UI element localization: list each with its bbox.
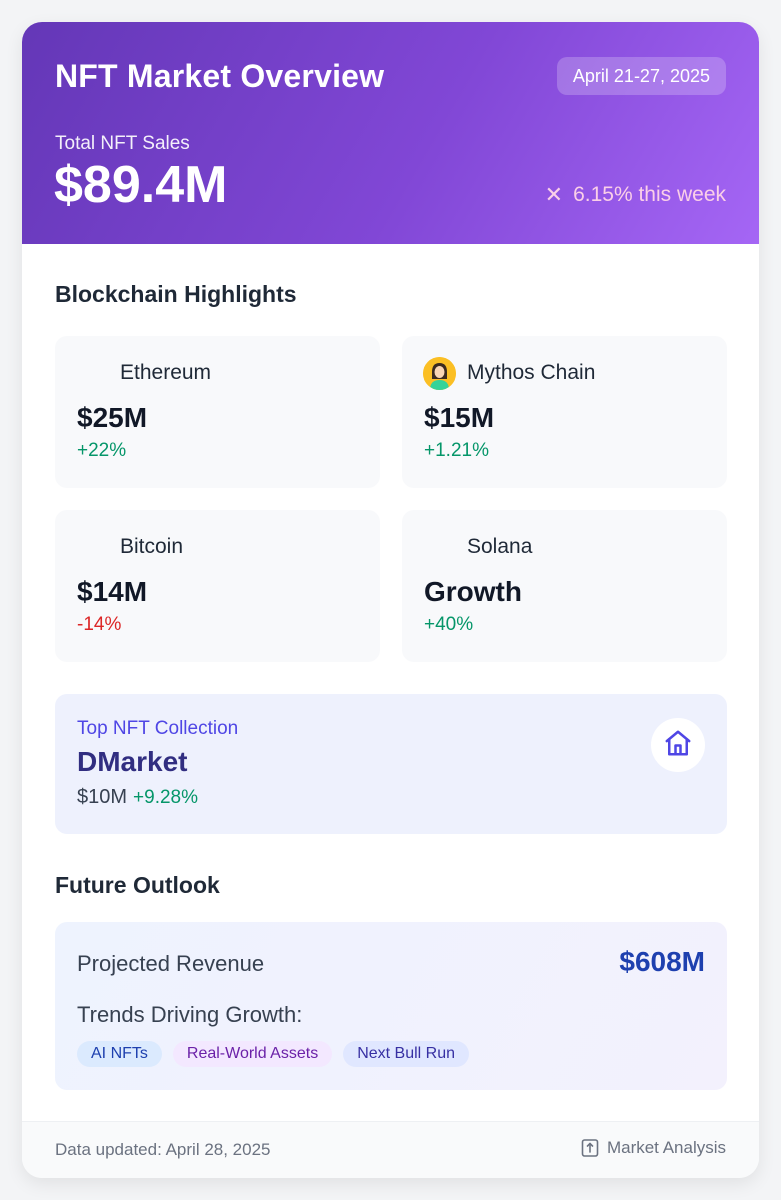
trend-tag-ai-nfts[interactable]: AI NFTs — [77, 1041, 162, 1067]
weekly-change: ✕ 6.15% this week — [545, 182, 726, 208]
trend-tags: AI NFTs Real-World Assets Next Bull Run — [77, 1041, 470, 1067]
chain-card-ethereum[interactable]: Ethereum $25M +22% — [55, 336, 380, 488]
chain-change: +1.21% — [424, 440, 489, 461]
market-analysis-link[interactable]: Market Analysis — [580, 1138, 726, 1158]
chain-value: $15M — [424, 402, 495, 433]
chain-change: -14% — [77, 614, 122, 635]
top-collection-label: Top NFT Collection — [77, 718, 239, 739]
header: NFT Market Overview April 21-27, 2025 To… — [22, 22, 759, 244]
chain-change: +22% — [77, 440, 127, 461]
footer: Data updated: April 28, 2025 Market Anal… — [22, 1121, 759, 1178]
top-collection-card[interactable]: Top NFT Collection DMarket $10M +9.28% — [55, 694, 727, 834]
trend-tag-real-world-assets[interactable]: Real-World Assets — [172, 1041, 333, 1067]
chain-name: Ethereum — [120, 361, 212, 384]
chain-card-mythos[interactable]: Mythos Chain $15M +1.21% — [402, 336, 727, 488]
outlook-title: Future Outlook — [55, 872, 220, 898]
home-button[interactable] — [651, 718, 705, 772]
trend-tag-next-bull-run[interactable]: Next Bull Run — [343, 1041, 470, 1067]
top-collection-stats: $10M +9.28% — [77, 786, 198, 809]
top-collection-change: +9.28% — [133, 787, 199, 808]
nft-market-card: NFT Market Overview April 21-27, 2025 To… — [22, 22, 759, 1178]
total-sales-label: Total NFT Sales — [55, 133, 190, 154]
chain-change: +40% — [424, 614, 474, 635]
future-outlook-panel: Projected Revenue $608M Trends Driving G… — [55, 922, 727, 1090]
weekly-change-text: 6.15% this week — [573, 183, 726, 206]
projected-revenue-label: Projected Revenue — [77, 951, 265, 976]
date-range-badge: April 21-27, 2025 — [556, 57, 726, 95]
chain-card-bitcoin[interactable]: Bitcoin $14M -14% — [55, 510, 380, 662]
x-icon: ✕ — [544, 182, 564, 207]
top-collection-name: DMarket — [77, 746, 188, 777]
highlights-title: Blockchain Highlights — [55, 281, 297, 307]
avatar-icon — [423, 357, 456, 390]
document-icon — [580, 1138, 600, 1158]
trends-label: Trends Driving Growth: — [77, 1002, 303, 1027]
chain-name: Solana — [467, 535, 533, 558]
home-icon — [663, 728, 693, 763]
total-sales-value: $89.4M — [54, 156, 228, 214]
top-collection-value: $10M — [77, 786, 128, 808]
data-updated-text: Data updated: April 28, 2025 — [55, 1140, 271, 1159]
projected-revenue-value: $608M — [619, 946, 705, 977]
chain-card-solana[interactable]: Solana Growth +40% — [402, 510, 727, 662]
chain-name: Mythos Chain — [467, 361, 596, 384]
chain-value: $25M — [77, 402, 148, 433]
market-analysis-label: Market Analysis — [606, 1138, 726, 1157]
chain-name: Bitcoin — [120, 535, 184, 558]
chain-value: Growth — [424, 576, 522, 607]
chain-value: $14M — [77, 576, 148, 607]
page-title: NFT Market Overview — [55, 58, 385, 94]
